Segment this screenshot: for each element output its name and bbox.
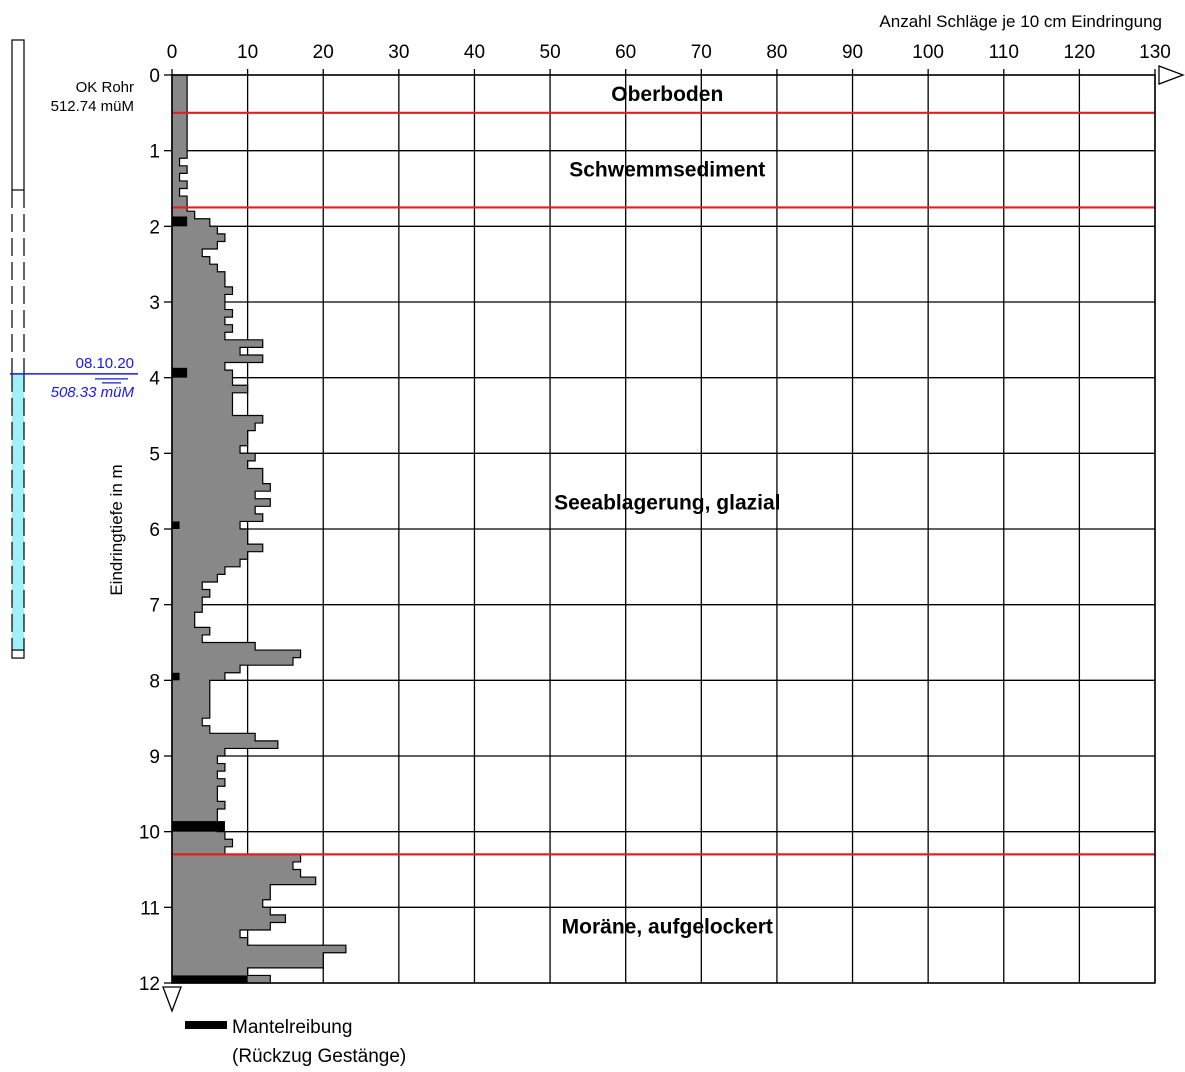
x-tick-label-130: 130 <box>1139 42 1171 63</box>
x-tick-label-90: 90 <box>842 42 863 63</box>
legend: Mantelreibung (Rückzug Gestänge) <box>185 1017 406 1067</box>
friction-marker-1 <box>172 367 188 378</box>
x-tick-label-50: 50 <box>540 42 561 63</box>
water-level-date: 08.10.20 <box>76 355 134 372</box>
standpipe <box>10 39 138 659</box>
pipe-water <box>12 373 24 651</box>
y-tick-label-11: 11 <box>140 898 160 919</box>
layer-label-1: Schwemmsediment <box>569 159 765 182</box>
y-axis-arrow <box>162 986 182 1013</box>
pipe-cap <box>11 649 25 659</box>
layer-labels: Oberboden Schwemmsediment Seeablagerung, g… <box>554 83 780 938</box>
y-axis-title: Eindringtiefe in m <box>107 464 126 595</box>
y-tick-label-7: 7 <box>149 596 160 617</box>
water-level-elevation: 508.33 müM <box>51 384 135 401</box>
y-tick-label-6: 6 <box>149 520 160 541</box>
x-tick-label-0: 0 <box>167 42 178 63</box>
friction-marker-4 <box>172 821 225 832</box>
layer-boundaries <box>172 111 1155 856</box>
layer-label-2: Seeablagerung, glazial <box>554 492 780 515</box>
friction-marker-3 <box>172 672 180 681</box>
y-tick-label-1: 1 <box>149 142 160 163</box>
pipe-top-label-line2: 512.74 müM <box>51 98 134 115</box>
y-tick-label-2: 2 <box>149 217 160 238</box>
y-tick-label-8: 8 <box>149 671 160 692</box>
pipe-solid-section <box>11 39 25 191</box>
friction-marker-0 <box>172 216 188 227</box>
x-tick-label-80: 80 <box>766 42 787 63</box>
y-tick-label-0: 0 <box>149 66 160 87</box>
x-axis-title: Anzahl Schläge je 10 cm Eindringung <box>879 12 1162 31</box>
blow-count-profile <box>171 74 347 984</box>
x-tick-label-10: 10 <box>237 42 258 63</box>
grid-lines <box>171 74 1156 984</box>
x-tick-label-20: 20 <box>313 42 334 63</box>
blow-count-area <box>171 74 347 984</box>
x-tick-label-60: 60 <box>615 42 636 63</box>
y-tick-label-9: 9 <box>149 747 160 768</box>
y-tick-label-4: 4 <box>149 369 160 390</box>
x-tick-label-100: 100 <box>912 42 944 63</box>
y-tick-label-12: 12 <box>139 974 160 995</box>
friction-markers <box>172 216 248 983</box>
friction-marker-5 <box>172 975 248 983</box>
x-tick-label-30: 30 <box>388 42 409 63</box>
layer-label-0: Oberboden <box>611 83 723 106</box>
y-tick-label-10: 10 <box>139 823 160 844</box>
y-tick-label-5: 5 <box>149 444 160 465</box>
pipe-top-label-line1: OK Rohr <box>76 79 134 96</box>
x-tick-label-40: 40 <box>464 42 485 63</box>
x-tick-label-70: 70 <box>691 42 712 63</box>
legend-line1: Mantelreibung <box>232 1017 352 1038</box>
x-tick-label-110: 110 <box>989 42 1019 63</box>
legend-line2: (Rückzug Gestänge) <box>232 1046 406 1067</box>
x-tick-label-120: 120 <box>1064 42 1096 63</box>
y-tick-label-3: 3 <box>149 293 160 314</box>
layer-label-3: Moräne, aufgelockert <box>562 915 773 938</box>
x-tick-labels: 0 10 20 30 40 50 60 70 80 90 100 110 120 130 <box>167 42 1171 75</box>
legend-friction-swatch <box>185 1021 227 1029</box>
x-axis-arrow <box>1158 65 1185 85</box>
friction-marker-2 <box>172 521 180 529</box>
